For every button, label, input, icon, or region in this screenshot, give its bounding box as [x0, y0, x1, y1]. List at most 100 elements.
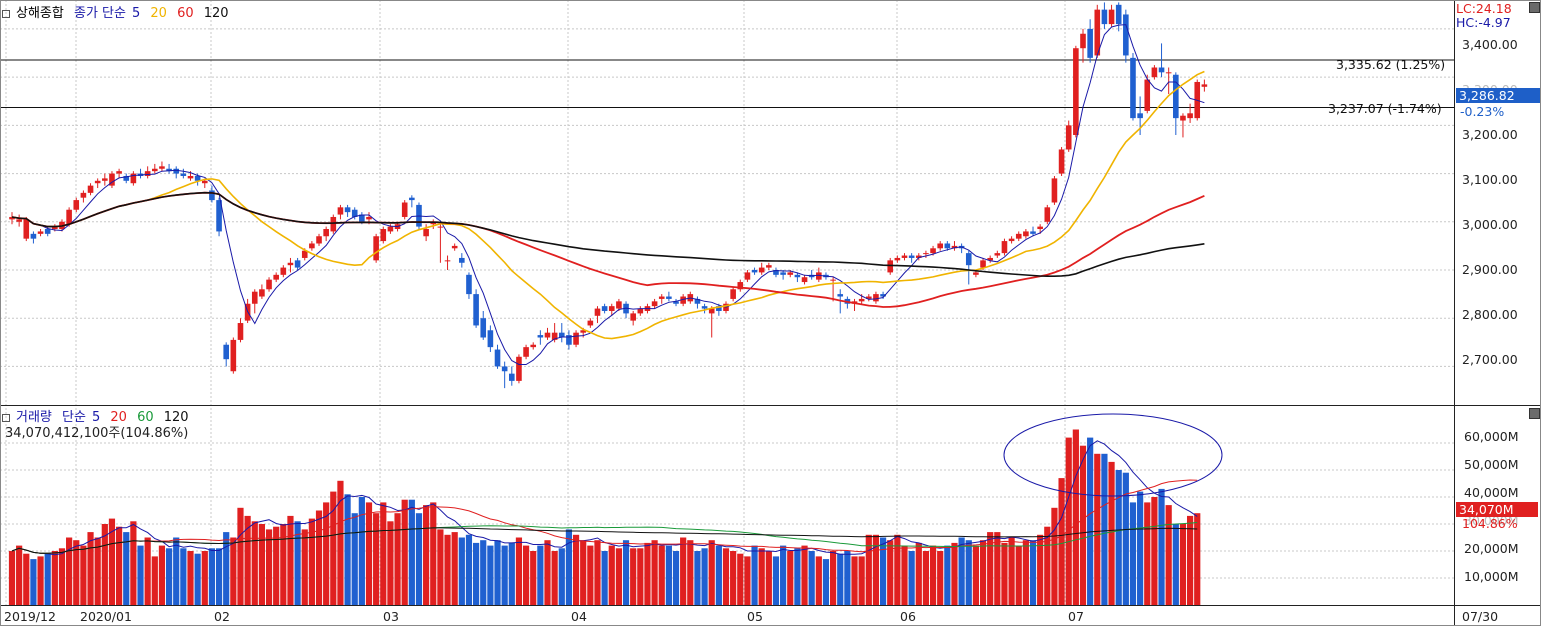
volume-bar[interactable]: [1087, 437, 1094, 605]
volume-bar[interactable]: [872, 534, 880, 605]
candle-body[interactable]: [459, 257, 465, 263]
volume-bar[interactable]: [894, 534, 901, 605]
volume-bar[interactable]: [558, 548, 565, 605]
candle-body[interactable]: [323, 229, 329, 237]
volume-bar[interactable]: [1179, 524, 1187, 605]
volume-bar[interactable]: [730, 551, 737, 605]
candle-body[interactable]: [751, 270, 758, 273]
legend-box-icon[interactable]: [2, 413, 10, 422]
candle-body[interactable]: [44, 229, 51, 234]
volume-bar[interactable]: [80, 545, 87, 605]
candle-body[interactable]: [866, 296, 872, 299]
volume-bar[interactable]: [551, 551, 558, 605]
volume-bar[interactable]: [465, 534, 473, 605]
candle-body[interactable]: [915, 255, 922, 258]
candle-body[interactable]: [858, 298, 865, 302]
volume-bar[interactable]: [87, 532, 94, 605]
candle-body[interactable]: [30, 233, 37, 239]
candle-body[interactable]: [716, 306, 722, 311]
candle-body[interactable]: [1008, 238, 1015, 242]
volume-bar[interactable]: [51, 551, 58, 605]
volume-bar[interactable]: [1144, 502, 1151, 605]
candle-body[interactable]: [501, 366, 508, 372]
candle-body[interactable]: [658, 296, 665, 299]
candle-body[interactable]: [594, 308, 601, 316]
candle-body[interactable]: [965, 253, 972, 266]
candle-body[interactable]: [694, 298, 701, 304]
volume-bar[interactable]: [694, 551, 701, 605]
candle-body[interactable]: [1108, 9, 1115, 25]
volume-bar[interactable]: [1079, 445, 1087, 605]
candle-body[interactable]: [401, 202, 408, 217]
candle-body[interactable]: [423, 229, 429, 237]
volume-bar[interactable]: [351, 513, 358, 605]
volume-bar[interactable]: [323, 502, 330, 605]
volume-bar[interactable]: [494, 540, 501, 605]
volume-bar[interactable]: [672, 551, 680, 605]
volume-bar[interactable]: [744, 556, 751, 605]
volume-bar[interactable]: [37, 556, 44, 605]
volume-bar[interactable]: [522, 545, 530, 605]
volume-bar[interactable]: [123, 532, 130, 605]
volume-bar[interactable]: [515, 537, 523, 606]
volume-bar[interactable]: [1165, 505, 1172, 605]
candle-body[interactable]: [1165, 72, 1172, 74]
volume-bar[interactable]: [16, 545, 23, 605]
candle-body[interactable]: [216, 200, 222, 232]
volume-bar[interactable]: [1072, 429, 1079, 606]
candle-body[interactable]: [601, 306, 608, 311]
candle-body[interactable]: [373, 236, 379, 261]
candle-body[interactable]: [1044, 207, 1051, 222]
volume-bar[interactable]: [1115, 470, 1122, 605]
candle-body[interactable]: [537, 335, 544, 338]
candle-body[interactable]: [1173, 74, 1179, 119]
volume-bar[interactable]: [394, 513, 401, 605]
volume-bar[interactable]: [1172, 524, 1179, 605]
candle-body[interactable]: [294, 260, 301, 268]
candle-body[interactable]: [1087, 28, 1093, 58]
candle-body[interactable]: [766, 265, 772, 268]
volume-bar[interactable]: [315, 510, 323, 606]
volume-bar[interactable]: [151, 556, 158, 605]
candle-body[interactable]: [523, 347, 529, 357]
candle-body[interactable]: [1023, 231, 1029, 237]
volume-bar[interactable]: [887, 540, 894, 605]
candle-body[interactable]: [509, 373, 515, 381]
volume-bar[interactable]: [637, 548, 644, 605]
volume-bar[interactable]: [972, 545, 979, 605]
candle-body[interactable]: [94, 180, 101, 184]
candle-body[interactable]: [758, 267, 765, 273]
candle-body[interactable]: [666, 296, 672, 299]
candle-body[interactable]: [1123, 14, 1129, 56]
pane-control-icon[interactable]: [1529, 408, 1540, 419]
candle-body[interactable]: [980, 260, 986, 268]
volume-bar[interactable]: [330, 491, 337, 605]
candle-body[interactable]: [487, 330, 494, 348]
candle-body[interactable]: [130, 173, 137, 184]
candle-body[interactable]: [166, 168, 172, 172]
volume-bar[interactable]: [587, 545, 594, 605]
candle-body[interactable]: [237, 323, 244, 340]
volume-bar[interactable]: [737, 553, 744, 605]
volume-bar[interactable]: [173, 537, 180, 606]
candle-body[interactable]: [73, 200, 80, 210]
candle-body[interactable]: [616, 301, 622, 309]
volume-bar[interactable]: [1037, 534, 1044, 605]
annotation-ellipse[interactable]: [1003, 413, 1223, 497]
candle-body[interactable]: [351, 209, 358, 217]
volume-bar[interactable]: [1001, 542, 1008, 605]
volume-bar[interactable]: [530, 551, 537, 605]
candle-body[interactable]: [123, 175, 130, 181]
volume-bar[interactable]: [1108, 461, 1115, 605]
volume-bar[interactable]: [30, 559, 37, 605]
candle-body[interactable]: [1030, 231, 1036, 234]
volume-bar[interactable]: [565, 529, 573, 605]
candle-body[interactable]: [1201, 84, 1208, 87]
volume-bar[interactable]: [987, 532, 994, 605]
candle-body[interactable]: [37, 231, 44, 234]
volume-bar[interactable]: [601, 551, 608, 605]
volume-bar[interactable]: [437, 529, 444, 605]
volume-bar[interactable]: [444, 534, 451, 605]
candle-body[interactable]: [630, 313, 636, 321]
